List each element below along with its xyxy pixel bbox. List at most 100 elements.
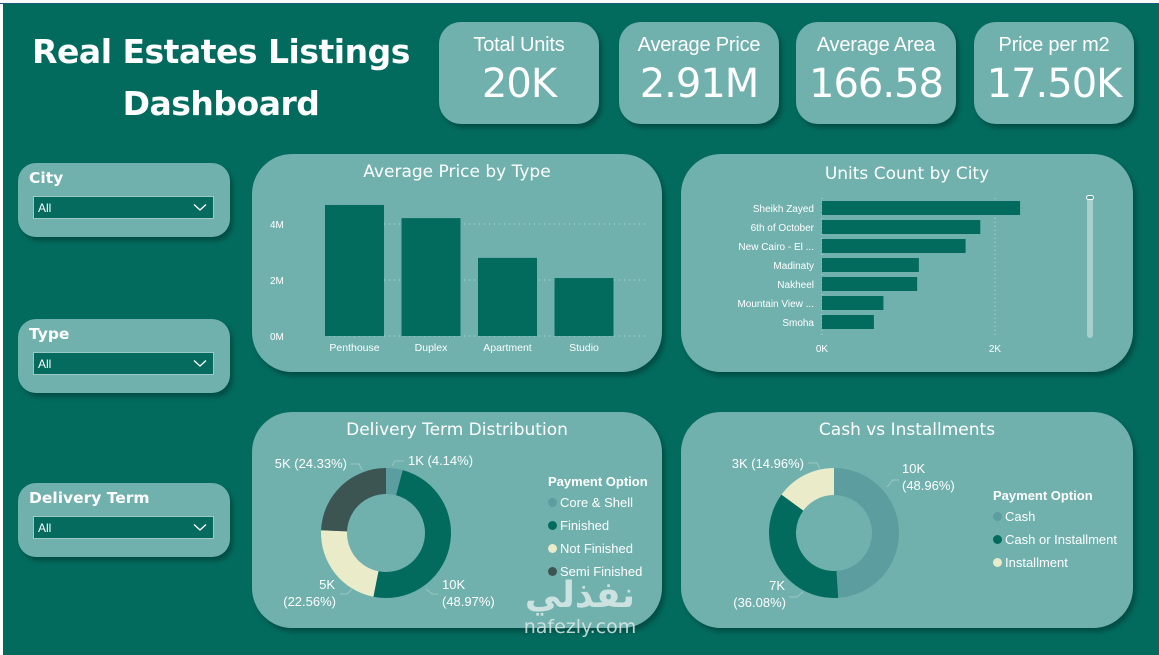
legend-dot-icon [993,535,1002,544]
dropdown-value: All [38,520,52,535]
x-tick-label: 2K [989,344,1002,355]
leader-line [340,588,353,595]
page-title: Real Estates Listings Dashboard [32,32,410,123]
legend-payment: Payment Option Cash Cash or Installment … [993,488,1117,578]
bar [822,258,919,272]
chart-title: Units Count by City [824,164,990,184]
bar [401,218,461,336]
legend-label: Cash or Installment [1005,532,1117,547]
kpi-price-per-m2: Price per m2 17.50K [974,22,1134,124]
legend-item[interactable]: Not Finished [548,541,648,556]
legend-item[interactable]: Installment [993,555,1117,570]
x-tick-label: 0K [816,344,829,355]
leader-line [391,460,404,467]
y-tick-label: Smoha [782,318,814,329]
slicer-label: Delivery Term [29,489,150,507]
donut-slice [781,468,834,511]
chart-average-price-by-type: Average Price by Type 0M 2M 4M Penthouse Dup… [252,154,662,372]
y-tick-label: 2M [270,276,284,287]
chevron-down-icon [193,204,207,211]
data-label: 5K (24.33%) [275,456,347,471]
y-tick-label: 6th of October [751,223,815,234]
data-label: (48.96%) [902,478,955,493]
legend-item[interactable]: Semi Finished [548,564,648,579]
legend-item[interactable]: Cash or Installment [993,532,1117,547]
kpi-total-units: Total Units 20K [439,22,599,124]
kpi-value: 2.91M [639,61,760,107]
leader-line [886,479,899,488]
x-tick-label: Duplex [415,342,448,354]
chart-title: Delivery Term Distribution [346,420,568,440]
legend-label: Core & Shell [560,495,633,510]
kpi-label: Average Area [816,34,936,56]
data-label: 7K [769,578,785,593]
data-label: 3K (14.96%) [732,456,804,471]
y-tick-label: 0M [270,332,284,343]
donut-slice [373,470,451,598]
y-tick-label: Madinaty [773,261,814,272]
chart-units-count-by-city: Units Count by City 0K 2K Sheikh Zayed 6th … [681,154,1133,372]
bar [478,257,537,336]
dropdown-value: All [38,200,52,215]
scrollbar[interactable] [1086,195,1094,338]
chevron-down-icon [193,360,207,367]
donut-slice [321,468,386,532]
data-label: (48.97%) [442,594,495,609]
donut-slice [769,494,839,598]
y-tick-label: 4M [270,220,284,231]
legend-title: Payment Option [548,474,648,489]
slicer-delivery-term: Delivery Term All [18,483,230,557]
bar [822,315,874,329]
bar [822,296,884,310]
kpi-average-price: Average Price 2.91M [619,22,779,124]
y-tick-label: Mountain View ... [737,299,814,310]
x-tick-label: Penthouse [329,342,379,354]
donut-delivery-svg: 1K (4.14%) 10K (48.97%) 5K (22.56%) 5K (24.33… [275,453,495,609]
slicer-city: City All [18,163,230,237]
city-dropdown[interactable]: All [33,196,214,219]
data-label: 1K (4.14%) [408,453,473,468]
data-label: 10K [902,461,925,476]
legend-delivery: Payment Option Core & Shell Finished Not… [548,474,648,587]
kpi-label: Average Price [637,34,761,56]
type-dropdown[interactable]: All [33,352,214,375]
leader-line [351,463,363,471]
leader-line [425,588,438,595]
scrollbar-thumb[interactable] [1086,195,1094,200]
legend-label: Cash [1005,509,1036,524]
bar [554,278,614,336]
leader-line [789,591,804,598]
legend-dot-icon [548,498,557,507]
window-top-strip [0,0,1159,4]
data-label: 10K [442,577,465,592]
kpi-average-area: Average Area 166.58 [796,22,956,124]
y-tick-label: New Cairo - El ... [738,242,814,253]
x-tick-label: Studio [569,342,599,354]
x-tick-label: Apartment [483,342,532,354]
chart-cash-vs-installments: Cash vs Installments 10K (48.96%) 7K (36.08… [681,412,1133,628]
legend-dot-icon [993,512,1002,521]
legend-dot-icon [548,544,557,553]
data-label: 5K [319,577,335,592]
data-label: (36.08%) [733,595,786,610]
legend-title: Payment Option [993,488,1093,503]
legend-label: Not Finished [560,541,633,556]
kpi-value: 166.58 [809,61,944,107]
legend-label: Semi Finished [560,564,643,579]
donut-payment-svg: 10K (48.96%) 7K (36.08%) 3K (14.96%) [732,456,955,610]
donut-slice [321,530,379,597]
bar [822,201,1021,215]
legend-label: Finished [560,518,610,533]
leader-line [808,462,821,470]
legend-dot-icon [548,521,557,530]
bar [822,277,918,291]
kpi-label: Total Units [473,34,565,56]
legend-dot-icon [993,558,1002,567]
legend-item[interactable]: Finished [548,518,648,533]
legend-item[interactable]: Cash [993,509,1117,524]
legend-dot-icon [548,567,557,576]
kpi-value: 17.50K [986,61,1123,107]
delivery-term-dropdown[interactable]: All [33,516,214,539]
donut-slice [834,468,900,598]
legend-item[interactable]: Core & Shell [548,495,648,510]
